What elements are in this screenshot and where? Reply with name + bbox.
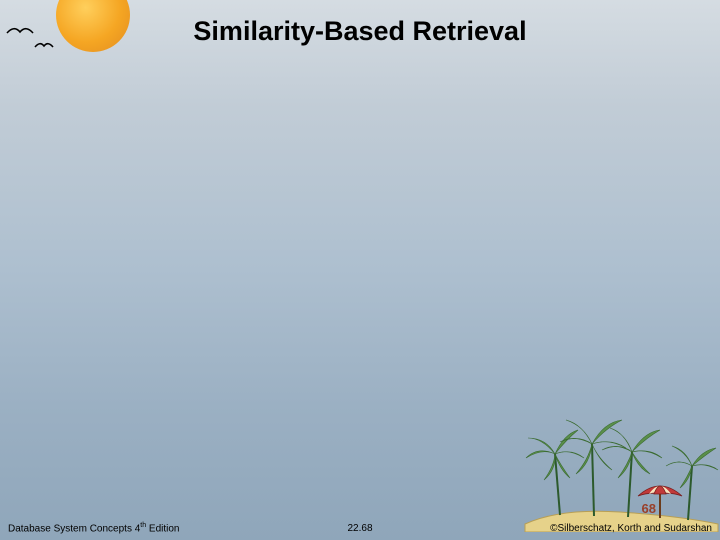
footer-center-text: 22.68 [347, 523, 372, 534]
slide-title: Similarity-Based Retrieval [0, 16, 720, 47]
footer-left-prefix: Database System Concepts 4 [8, 523, 140, 534]
footer-right-text: ©Silberschatz, Korth and Sudarshan [550, 523, 712, 534]
island-decoration [520, 412, 720, 532]
footer-left-text: Database System Concepts 4th Edition [8, 522, 180, 534]
footer-left-suffix: Edition [146, 523, 179, 534]
page-number-badge: 68 [642, 501, 656, 516]
slide: Similarity-Based Retrieval [0, 0, 720, 540]
